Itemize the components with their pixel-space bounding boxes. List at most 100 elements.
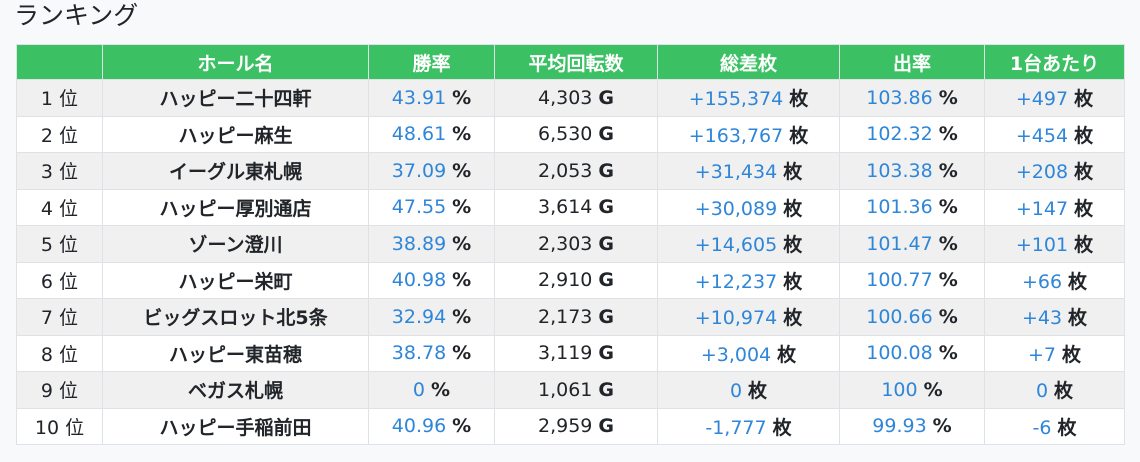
table-row[interactable]: 8 位 ハッピー東苗穂 38.78% 3,119 G +3,004 枚 100.08… [16,334,1125,372]
coin-unit: 枚 [772,416,792,439]
rank-cell: 9 位 [16,371,103,409]
spins-unit: G [598,305,614,328]
spins-cell: 6,530 G [494,115,658,153]
coin-unit: 枚 [1057,416,1077,439]
spins-unit: G [598,196,614,219]
per-machine-value: +66 [1021,270,1063,293]
header-average-spins[interactable]: 平均回転数 [494,44,658,80]
per-machine-value: +147 [1015,197,1069,220]
spins-unit: G [598,342,614,365]
coin-unit: 枚 [789,124,809,147]
hall-name-cell[interactable]: ビッグスロット北5条 [102,298,369,336]
header-per-machine[interactable]: 1台あたり [984,44,1125,80]
per-machine-value: +7 [1027,343,1056,366]
win-rate-value: 43.91 [391,86,447,109]
total-diff-value: +3,004 [700,343,772,366]
payout-cell: 100.08% [839,334,985,372]
table-row[interactable]: 10 位 ハッピー手稲前田 40.96% 2,959 G -1,777 枚 99.9… [16,407,1125,445]
percent-unit: % [452,123,472,146]
payout-cell: 100.66% [839,298,985,336]
total-diff-cell: +14,605 枚 [657,225,840,263]
hall-name-cell[interactable]: ハッピー手稲前田 [102,407,369,445]
win-rate-cell: 32.94% [368,298,495,336]
coin-unit: 枚 [783,270,803,293]
percent-unit: % [932,415,952,438]
win-rate-cell: 43.91% [368,79,495,117]
payout-cell: 103.38% [839,152,985,190]
coin-unit: 枚 [1054,380,1074,403]
spins-cell: 2,173 G [494,298,658,336]
win-rate-value: 40.98 [391,269,447,292]
percent-unit: % [938,305,958,328]
spins-value: 2,303 [537,232,593,255]
percent-unit: % [938,159,958,182]
table-row[interactable]: 2 位 ハッピー麻生 48.61% 6,530 G +163,767 枚 102.3… [16,115,1125,153]
payout-cell: 100% [839,371,985,409]
payout-value: 100 [881,378,918,401]
spins-unit: G [598,232,614,255]
per-machine-cell: -6 枚 [984,407,1125,445]
hall-name-cell[interactable]: ハッピー二十四軒 [102,79,369,117]
percent-unit: % [938,232,958,255]
coin-unit: 枚 [789,88,809,111]
hall-name-cell[interactable]: ハッピー麻生 [102,115,369,153]
coin-unit: 枚 [1074,197,1094,220]
table-row[interactable]: 7 位 ビッグスロット北5条 32.94% 2,173 G +10,974 枚 10… [16,298,1125,336]
spins-cell: 2,303 G [494,225,658,263]
table-row[interactable]: 3 位 イーグル東札幌 37.09% 2,053 G +31,434 枚 103.3… [16,152,1125,190]
rank-cell: 7 位 [16,298,103,336]
rank-cell: 1 位 [16,79,103,117]
header-hall-name[interactable]: ホール名 [102,44,369,80]
win-rate-cell: 0% [368,371,495,409]
header-win-rate[interactable]: 勝率 [368,44,495,80]
table-row[interactable]: 4 位 ハッピー厚別通店 47.55% 3,614 G +30,089 枚 101.… [16,188,1125,226]
table-row[interactable]: 5 位 ゾーン澄川 38.89% 2,303 G +14,605 枚 101.47%… [16,225,1125,263]
percent-unit: % [452,269,472,292]
table-header-row: ホール名 勝率 平均回転数 総差枚 出率 1台あたり [16,44,1125,80]
spins-cell: 3,614 G [494,188,658,226]
hall-name-cell[interactable]: ベガス札幌 [102,371,369,409]
total-diff-value: +31,434 [694,161,778,184]
payout-cell: 102.32% [839,115,985,153]
spins-cell: 4,303 G [494,79,658,117]
percent-unit: % [938,123,958,146]
win-rate-cell: 40.98% [368,261,495,299]
percent-unit: % [452,232,472,255]
payout-cell: 99.93% [839,407,985,445]
percent-unit: % [452,305,472,328]
total-diff-cell: +10,974 枚 [657,298,840,336]
win-rate-value: 47.55 [391,196,447,219]
hall-name-cell[interactable]: ハッピー栄町 [102,261,369,299]
payout-cell: 101.47% [839,225,985,263]
win-rate-cell: 40.96% [368,407,495,445]
page-title: ランキング [14,1,139,30]
hall-name-cell[interactable]: イーグル東札幌 [102,152,369,190]
rank-cell: 2 位 [16,115,103,153]
percent-unit: % [452,196,472,219]
total-diff-cell: +30,089 枚 [657,188,840,226]
win-rate-cell: 37.09% [368,152,495,190]
percent-unit: % [452,415,472,438]
total-diff-value: +163,767 [688,124,784,147]
header-total-difference[interactable]: 総差枚 [657,44,840,80]
spins-cell: 3,119 G [494,334,658,372]
table-row[interactable]: 6 位 ハッピー栄町 40.98% 2,910 G +12,237 枚 100.77… [16,261,1125,299]
per-machine-cell: +147 枚 [984,188,1125,226]
header-payout-rate[interactable]: 出率 [839,44,985,80]
hall-name-cell[interactable]: ハッピー東苗穂 [102,334,369,372]
percent-unit: % [938,269,958,292]
per-machine-value: 0 [1035,380,1049,403]
per-machine-cell: +101 枚 [984,225,1125,263]
hall-name-cell[interactable]: ハッピー厚別通店 [102,188,369,226]
per-machine-cell: +497 枚 [984,79,1125,117]
coin-unit: 枚 [783,197,803,220]
percent-unit: % [452,342,472,365]
total-diff-value: +155,374 [688,88,784,111]
spins-value: 3,119 [537,342,593,365]
hall-name-cell[interactable]: ゾーン澄川 [102,225,369,263]
table-row[interactable]: 1 位 ハッピー二十四軒 43.91% 4,303 G +155,374 枚 103… [16,79,1125,117]
